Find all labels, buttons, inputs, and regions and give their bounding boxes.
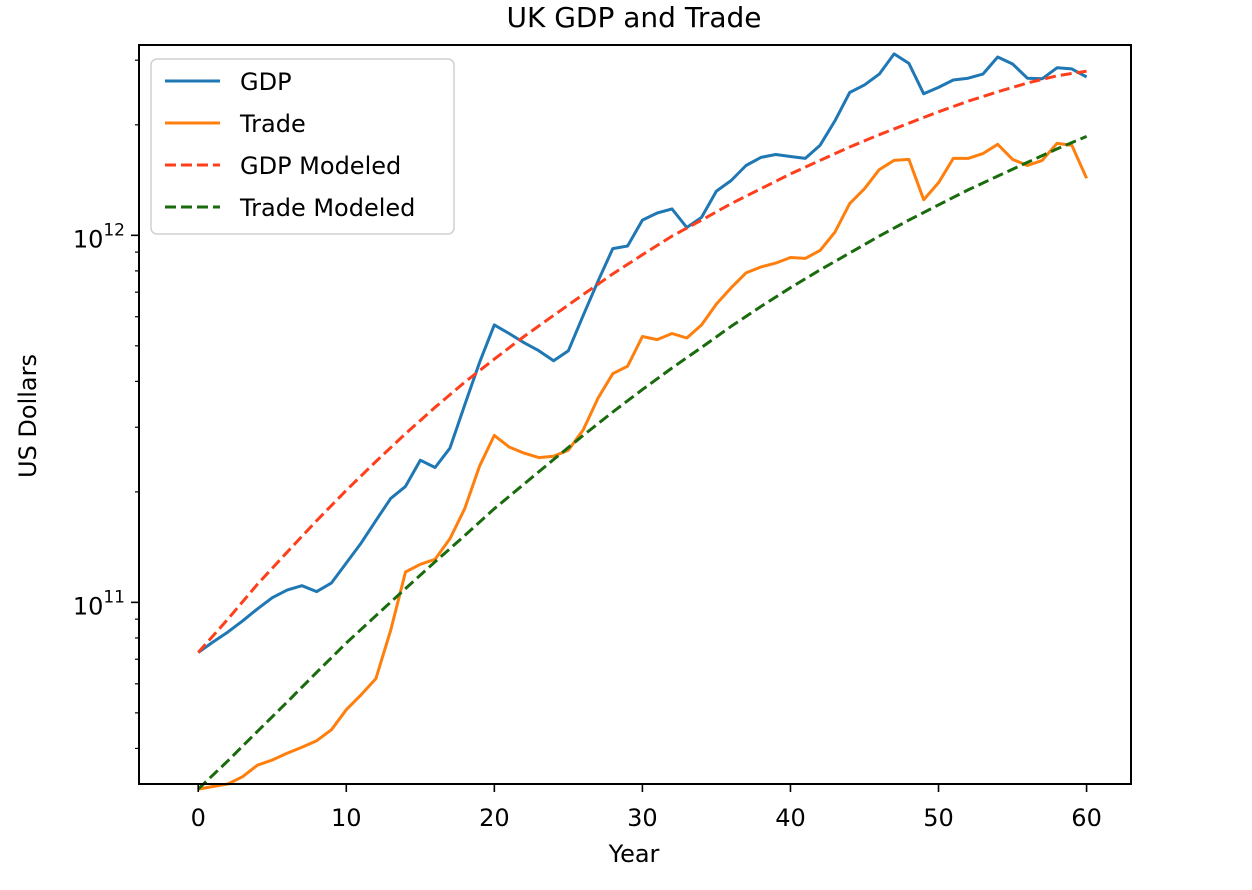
legend-label: Trade Modeled (239, 194, 415, 222)
x-tick-label: 40 (775, 804, 806, 832)
x-tick-label: 60 (1071, 804, 1102, 832)
y-tick-label: 1011 (73, 587, 125, 620)
legend-frame (150, 58, 455, 235)
series-line-0 (197, 52, 1088, 654)
series-layer (197, 52, 1088, 791)
x-tick-label: 20 (479, 804, 510, 832)
x-axis-title: Year (608, 840, 660, 868)
legend-label: GDP Modeled (240, 152, 401, 180)
x-tick-label: 10 (331, 804, 362, 832)
x-tick-label: 30 (627, 804, 658, 832)
x-tick-label: 50 (923, 804, 954, 832)
x-tick-label: 0 (191, 804, 206, 832)
chart-title: UK GDP and Trade (506, 1, 761, 34)
y-tick-exponent: 11 (103, 587, 125, 607)
series-line-2 (197, 69, 1087, 654)
legend-label: GDP (240, 68, 292, 96)
plot-frame (138, 44, 1132, 785)
y-tick-exponent: 12 (103, 220, 125, 240)
series-line-1 (197, 141, 1088, 791)
y-tick-base: 10 (73, 225, 104, 253)
legend: GDP Trade GDP Modeled Trade Modeled (150, 58, 455, 235)
y-tick-label: 1012 (73, 220, 125, 253)
y-axis-title: US Dollars (14, 354, 42, 478)
x-axis: 0 10 20 30 40 50 60 (191, 784, 1102, 832)
y-tick-base: 10 (73, 592, 104, 620)
legend-label: Trade (239, 110, 306, 138)
series-line-3 (197, 135, 1088, 791)
